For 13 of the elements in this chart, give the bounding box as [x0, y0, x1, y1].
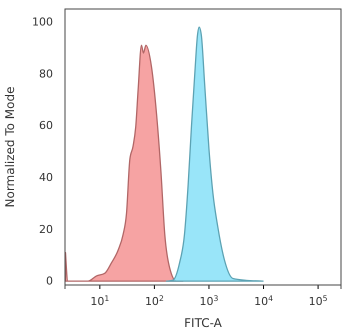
x-tick-label: 10$^{3}$	[200, 294, 219, 308]
x-axis-title: FITC-A	[184, 316, 223, 330]
y-tick-label: 0	[46, 274, 53, 288]
y-tick-label: 80	[39, 67, 53, 80]
y-tick-label: 60	[39, 119, 53, 132]
y-tick-label: 100	[32, 15, 53, 28]
y-tick-label: 40	[39, 170, 53, 184]
x-tick-label: 10$^{1}$	[90, 294, 110, 308]
x-tick-label: 10$^{2}$	[144, 294, 164, 308]
x-tick-label: 10$^{5}$	[308, 294, 328, 308]
y-axis-title: Normalized To Mode	[3, 86, 17, 208]
y-tick-label: 20	[39, 222, 53, 236]
x-tick-label: 10$^{4}$	[254, 294, 274, 308]
